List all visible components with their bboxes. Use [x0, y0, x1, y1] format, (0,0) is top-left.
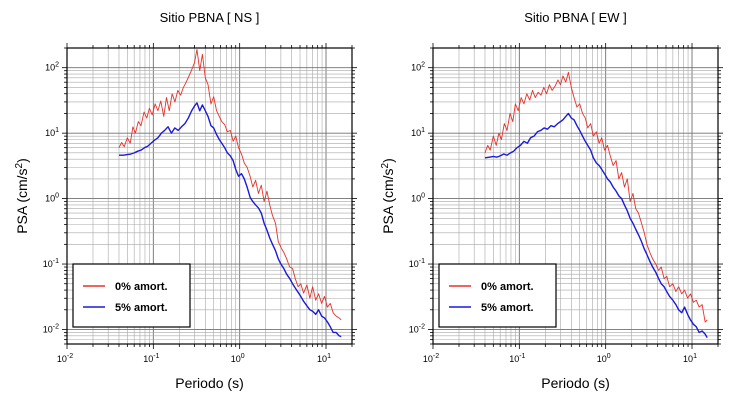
y-tick-label: 100	[411, 193, 425, 204]
y-tick-label: 10-1	[409, 258, 425, 269]
plot-frame	[66, 47, 353, 345]
x-axis-label: Periodo (s)	[541, 375, 609, 391]
legend-box	[72, 263, 191, 328]
x-tick-label: 10-2	[423, 353, 439, 364]
legend-label: 5% amort.	[115, 302, 168, 314]
tick-marks	[62, 43, 357, 349]
legend-label: 0% amort.	[115, 281, 168, 293]
y-tick-label: 10-2	[409, 323, 425, 334]
plot-frame	[432, 47, 719, 345]
y-tick-label: 101	[411, 127, 425, 138]
y-tick-label: 100	[45, 193, 59, 204]
series-line-damped	[484, 112, 708, 339]
legend-label: 0% amort.	[481, 281, 534, 293]
x-tick-label: 10-1	[143, 353, 159, 364]
y-tick-label: 101	[45, 127, 59, 138]
x-tick-label: 10-1	[509, 353, 525, 364]
y-tick-label: 10-1	[43, 258, 59, 269]
x-tick-label: 10-2	[57, 353, 73, 364]
y-axis-label: PSA (cm/s2)	[380, 158, 396, 234]
chart-title: Sitio PBNA [ NS ]	[160, 10, 260, 25]
chart-title: Sitio PBNA [ EW ]	[524, 10, 627, 25]
x-tick-label: 101	[683, 353, 697, 364]
series-line-damped	[118, 102, 342, 338]
y-tick-label: 10-2	[43, 323, 59, 334]
y-axis-label: PSA (cm/s2)	[14, 158, 30, 234]
legend-box	[438, 263, 557, 328]
series-line-undamped	[118, 49, 342, 321]
legend: 0% amort. 5% amort.	[438, 263, 557, 328]
x-tick-label: 101	[317, 353, 331, 364]
y-tick-label: 102	[411, 62, 425, 73]
chart-panel-1: Sitio PBNA [ NS ] 10-2 10-1 100 101 10-2 10-1 1…	[14, 10, 357, 391]
x-axis-label: Periodo (s)	[175, 375, 243, 391]
x-tick-label: 100	[597, 353, 611, 364]
legend-label: 5% amort.	[481, 302, 534, 314]
legend: 0% amort. 5% amort.	[72, 263, 191, 328]
y-tick-label: 102	[45, 62, 59, 73]
x-tick-label: 100	[231, 353, 245, 364]
chart-panel-2: Sitio PBNA [ EW ] 10-2 10-1 100 101 10-2 10-1 1…	[380, 10, 723, 391]
tick-marks	[428, 43, 723, 349]
series-line-undamped	[484, 71, 708, 323]
